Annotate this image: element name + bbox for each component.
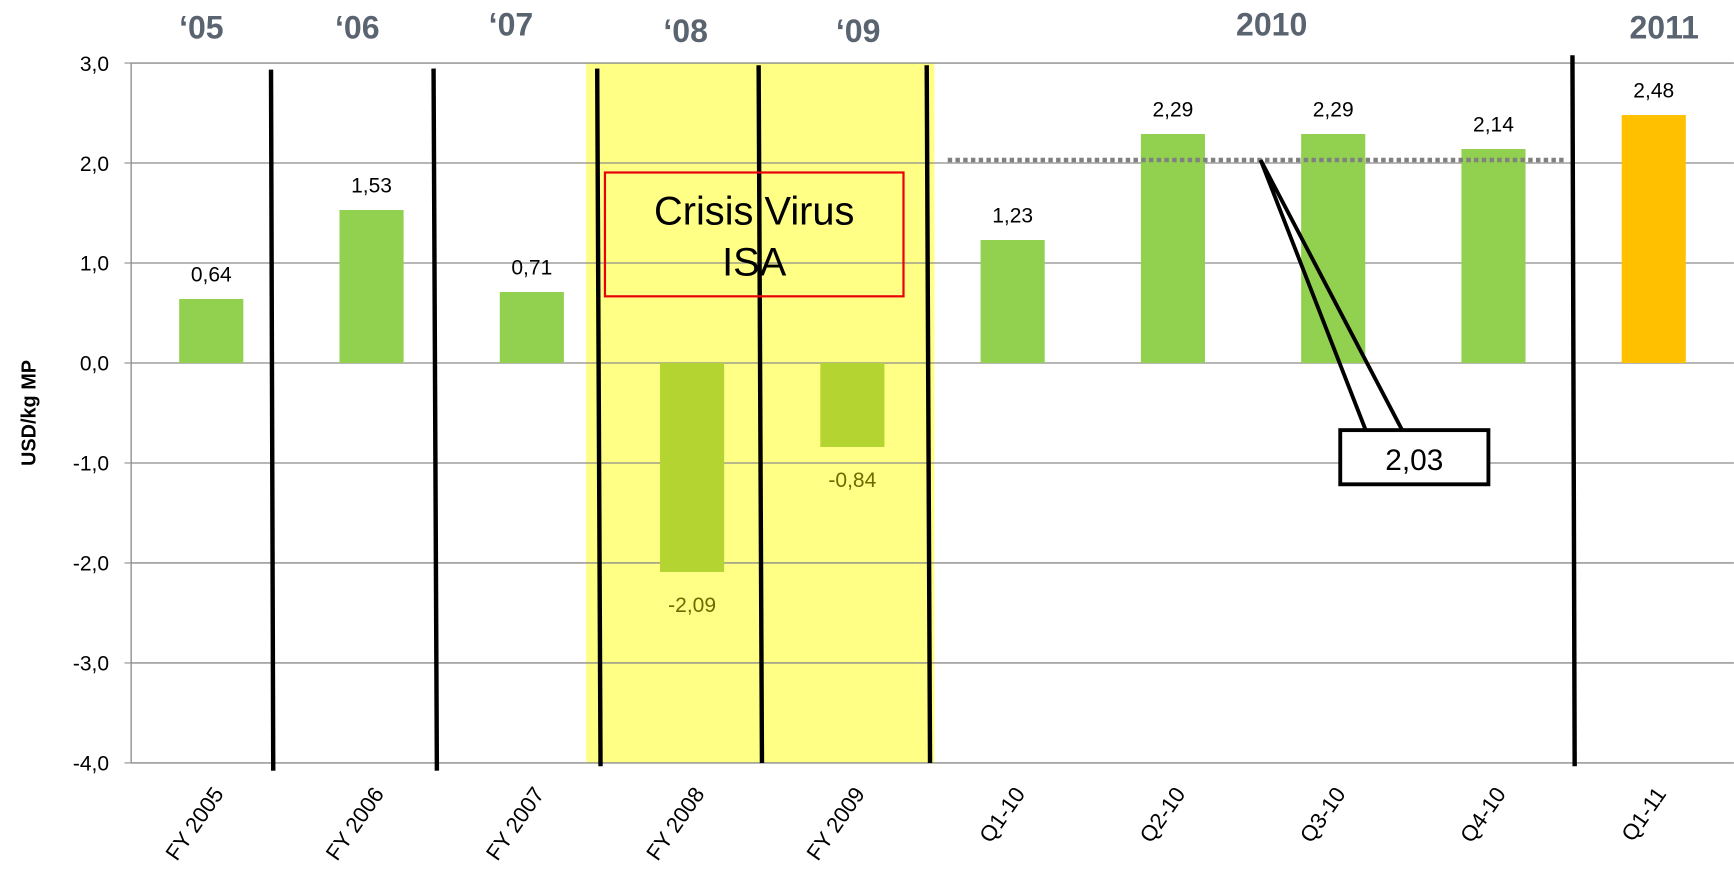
period-label: ‘08 [663,13,708,49]
y-tick-label: 3,0 [80,53,109,76]
y-tick-label: -4,0 [73,753,109,776]
period-separator [924,65,933,763]
period-label: ‘07 [489,6,534,42]
period-label: 2011 [1629,10,1699,46]
bar [820,362,885,447]
x-tick-label: FY 2005 [160,782,228,864]
period-label: ‘06 [335,10,380,46]
x-tick-label: FY 2009 [802,782,870,864]
x-tick-label: Q1-11 [1616,782,1671,845]
bar [179,298,244,363]
bar [660,362,725,572]
value-label: 2,14 [1473,113,1514,136]
callout-pointer [1258,159,1404,432]
x-tick-label: FY 2007 [481,782,549,864]
x-tick-label: Q3-10 [1295,782,1351,847]
bar [980,240,1045,363]
period-label: ‘05 [179,10,224,46]
value-label: -0,84 [828,469,876,492]
bar [1621,115,1686,363]
period-separator [756,65,765,763]
y-tick-label: 0,0 [80,353,109,376]
y-tick-label: -1,0 [73,453,109,476]
bar [1301,134,1366,363]
value-label: 0,71 [511,256,552,279]
period-separator [431,68,440,771]
x-tick-label: Q1-10 [974,782,1030,847]
bar [499,292,564,363]
period-label: 2010 [1236,6,1307,42]
annotation-text: ISA [722,240,787,284]
value-label: -2,09 [668,594,716,617]
x-tick-label: Q2-10 [1135,782,1191,847]
period-label: ‘09 [836,13,881,49]
annotation-text: Crisis Virus [654,189,854,233]
callout-box [1338,428,1491,487]
bar [339,210,404,363]
x-tick-label: FY 2008 [641,782,709,864]
period-separator [268,69,276,771]
bar [1461,149,1526,363]
bar [1140,134,1205,363]
y-axis-label: USD/kg MP [18,360,40,466]
period-separator [1570,55,1577,767]
y-tick-label: 1,0 [80,253,109,276]
y-tick-label: 2,0 [80,153,109,176]
value-label: 2,48 [1633,79,1674,102]
value-label: 2,29 [1152,98,1193,121]
x-tick-label: Q4-10 [1455,782,1511,847]
x-tick-label: FY 2006 [321,782,389,864]
value-label: 2,29 [1313,98,1354,121]
y-tick-label: -3,0 [73,653,109,676]
annotation-box [603,171,905,298]
value-label: 1,23 [992,204,1033,227]
y-tick-label: -2,0 [73,553,109,576]
callout-text: 2,03 [1385,444,1443,477]
value-label: 1,53 [351,174,392,197]
period-separator [594,68,603,767]
value-label: 0,64 [191,263,232,286]
